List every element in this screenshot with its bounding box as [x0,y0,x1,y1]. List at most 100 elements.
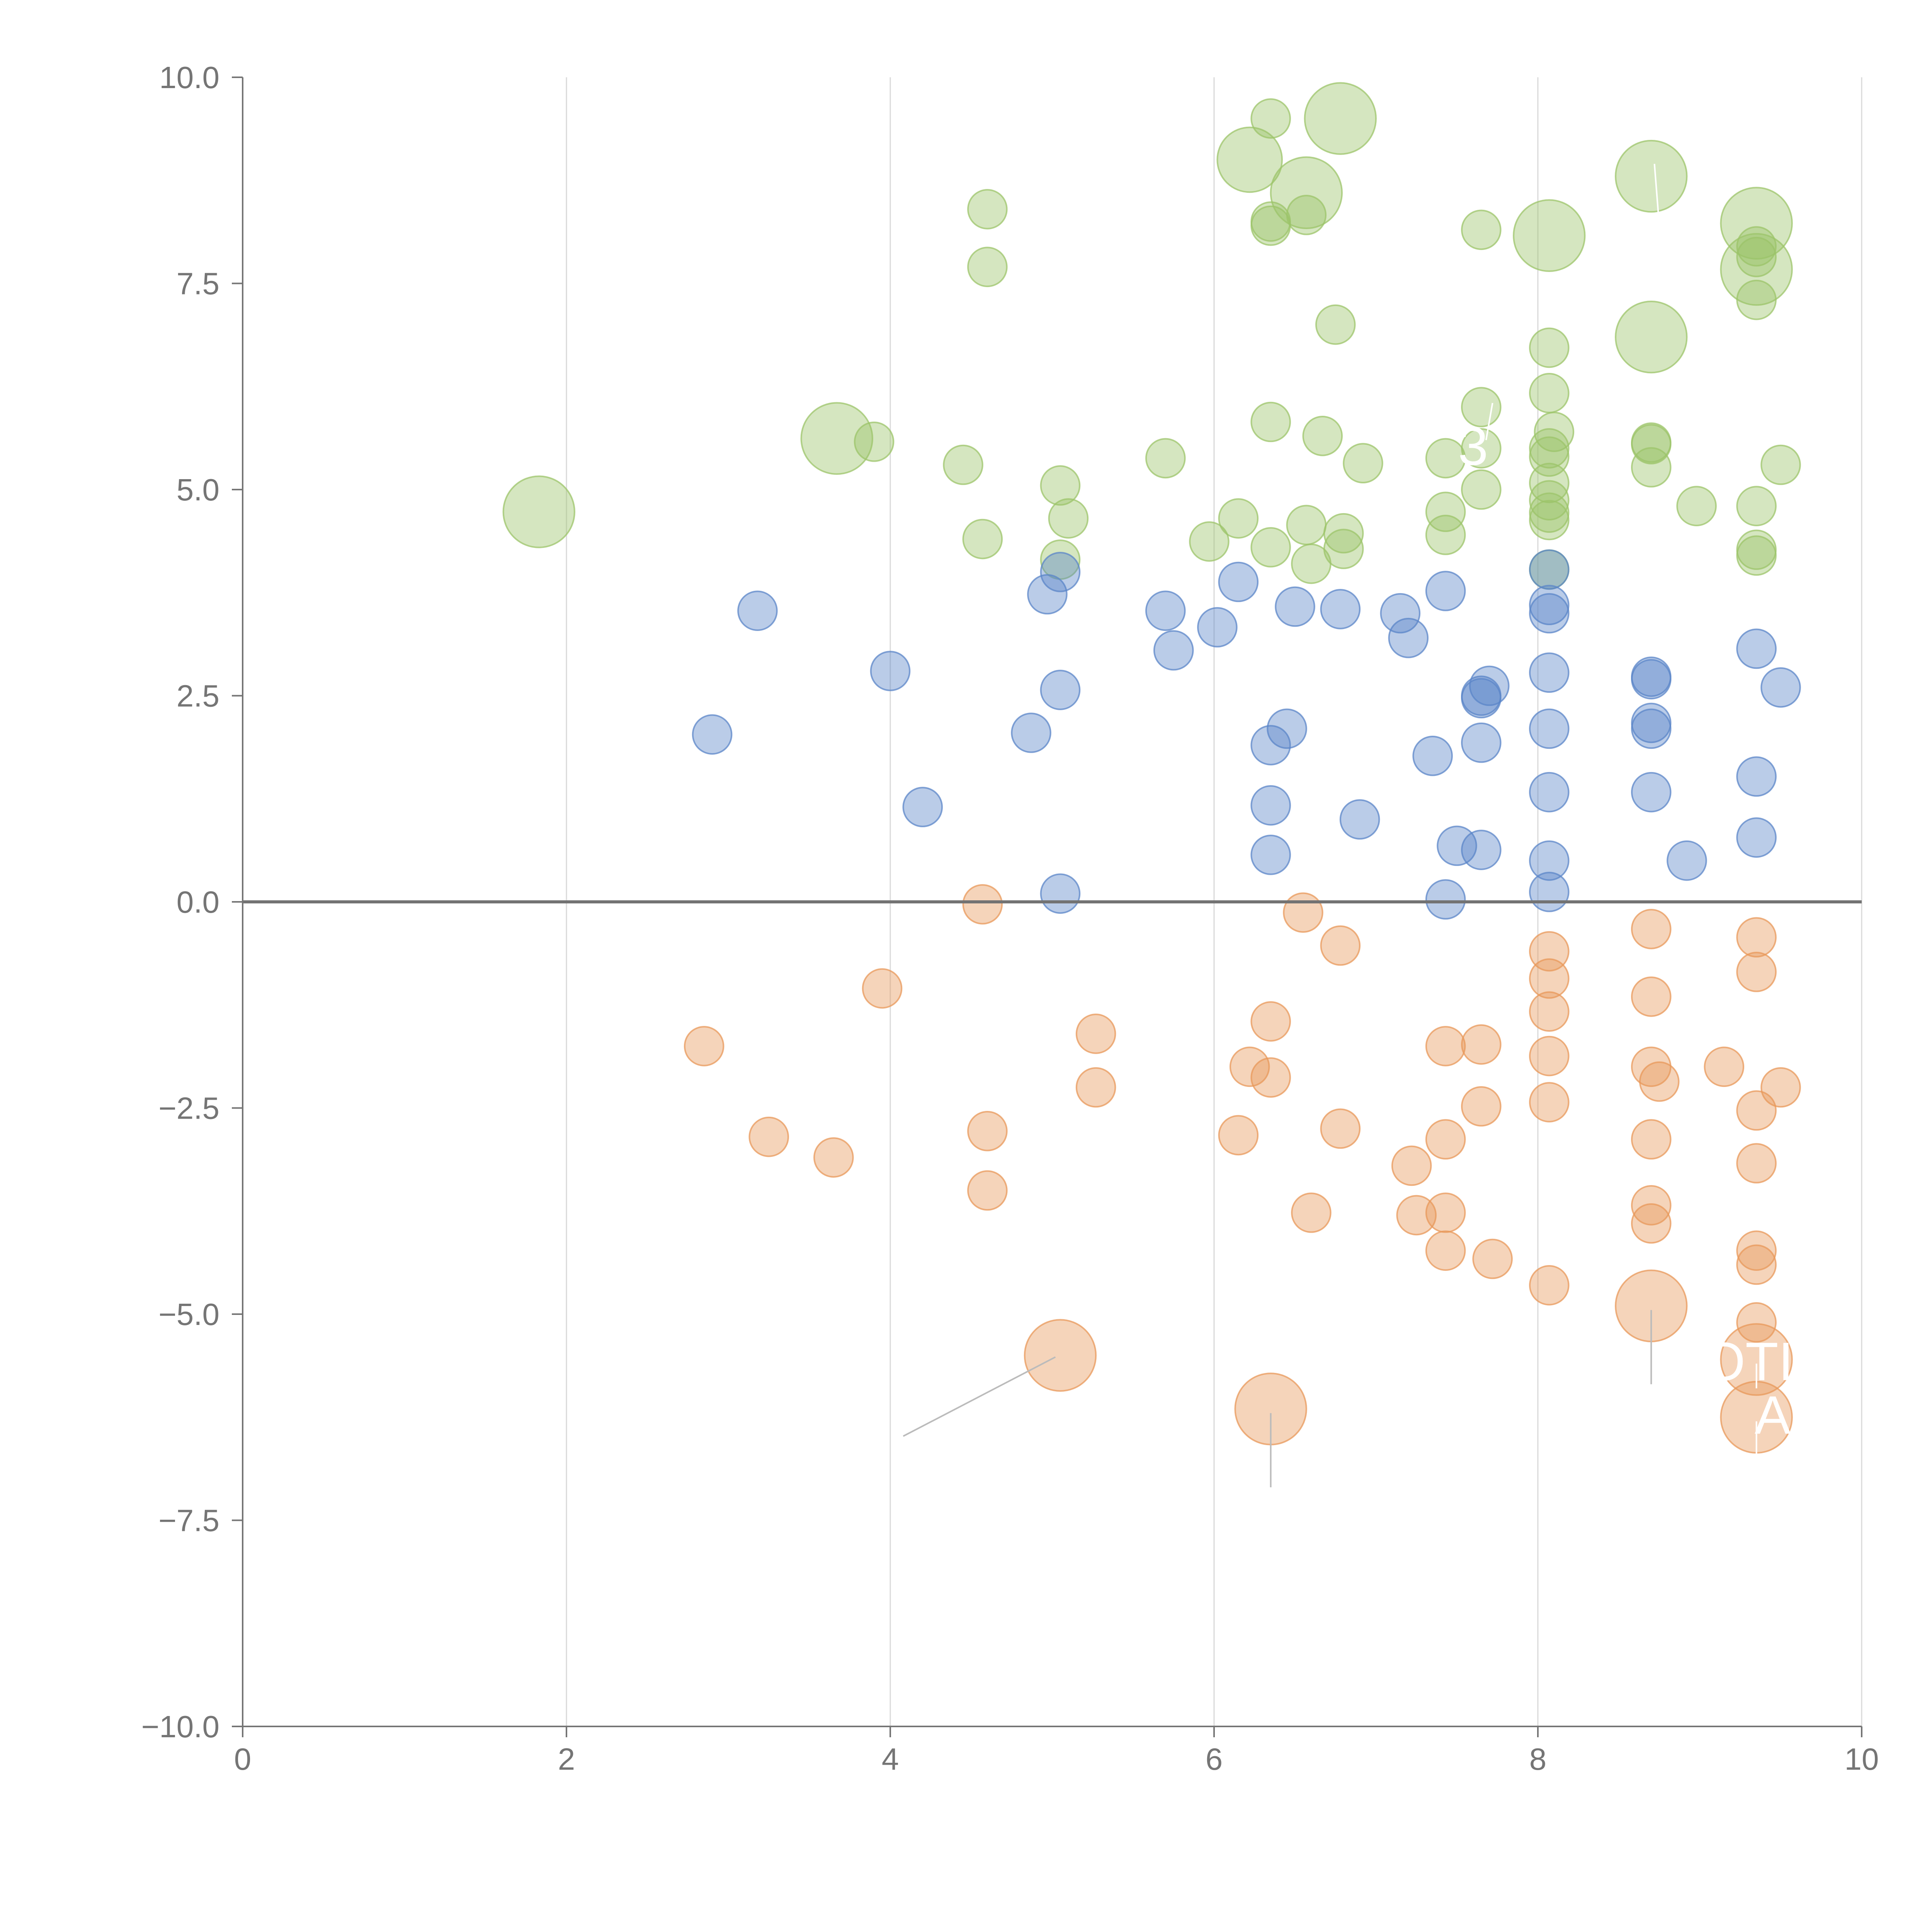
x-tick-label: 6 [1206,1742,1223,1776]
x-tick-label: 0 [234,1742,252,1776]
green-point [1425,515,1466,555]
green-point [1461,469,1502,510]
orange-point [1736,952,1777,992]
orange-point [1631,1119,1672,1160]
orange-point [684,1026,724,1066]
orange-point [1425,1192,1466,1233]
blue-point [1461,830,1502,870]
orange-point [1704,1046,1745,1087]
green-point [1529,500,1570,541]
y-tick-label: 0.0 [177,885,219,919]
green-point [1736,529,1777,570]
blue-point [1250,785,1291,826]
green-point [1323,513,1364,554]
blue-point [1631,659,1672,700]
orange-point [1529,1082,1570,1122]
green-point [1529,463,1570,503]
blue-point [1529,708,1570,749]
x-tick-label: 2 [558,1742,575,1776]
blue-point [1040,873,1081,914]
green-point [967,247,1008,287]
green-point [800,402,873,475]
annotation-leader-line [1653,163,1660,226]
axes: 0 2 4 6 8 10 −10.0 −7.5 −5.0 −2.5 0.0 2.5 5.0 7.5 10.0 [141,60,1879,1776]
orange-point [1461,1086,1502,1127]
orange-point [1024,1319,1097,1392]
green-point [1250,98,1291,139]
blue-point [902,787,943,827]
blue-point [870,651,911,691]
blue-point [1529,872,1570,912]
green-point [1534,412,1575,452]
green-point [1615,139,1688,213]
orange-point [1229,1046,1270,1087]
green-point [1040,465,1081,506]
green-point [1302,416,1343,456]
blue-point [1529,840,1570,881]
orange-point [1631,1185,1672,1226]
blue-point [1667,840,1707,881]
green-point [1736,226,1777,267]
green-point [1323,529,1364,569]
orange-point [1425,1230,1466,1271]
blue-point [1011,713,1051,753]
orange-point [1631,1203,1672,1244]
blue-point [1529,772,1570,813]
green-point [1189,521,1230,562]
orange-point [1320,925,1361,966]
y-tick-label: 7.5 [177,267,219,301]
green-point [1513,199,1586,272]
blue-point [1380,593,1421,634]
annotation-leader-line [903,1356,1056,1437]
y-tick-label: 2.5 [177,679,219,713]
green-point [1286,505,1327,546]
orange-point [1736,1244,1777,1285]
y-tick-label: −7.5 [158,1503,219,1538]
orange-point [1218,1115,1259,1156]
blue-point [1736,628,1777,669]
green-point [1461,428,1502,469]
blue-point [1388,617,1429,658]
green-point [1736,236,1777,277]
orange-point [1529,1036,1570,1077]
green-point [1250,401,1291,442]
orange-point [1736,917,1777,958]
blue-point [1275,586,1315,627]
orange-point [1425,1026,1466,1066]
orange-point [1736,1143,1777,1184]
orange-point [967,1111,1008,1151]
green-point [1250,527,1291,568]
green-point [1631,447,1672,488]
blue-point [1339,799,1380,840]
green-point [1529,327,1570,368]
orange-point [1425,1119,1466,1160]
blue-point [1218,561,1259,602]
blue-point [1631,708,1672,749]
x-tick-label: 10 [1845,1742,1879,1776]
blue-point [1736,817,1777,858]
orange-point [1396,1195,1437,1236]
blue-point [1145,590,1186,631]
orange-point [1075,1014,1116,1054]
green-point [1218,498,1259,539]
green-point [1676,486,1717,526]
blue-point [1425,879,1466,920]
orange-point [1529,958,1570,999]
blue-point [1250,725,1291,765]
green-point [1615,301,1688,374]
green-point [1736,535,1777,576]
green-point [1216,126,1283,193]
blue-point [1529,652,1570,693]
orange-point [1250,1001,1291,1042]
blue-point [1412,736,1453,776]
green-point [1720,233,1793,306]
green-point [1736,486,1777,526]
blue-point [1250,835,1291,875]
orange-point [967,1170,1008,1211]
blue-point [1197,607,1238,648]
orange-point [1250,1057,1291,1098]
orange-point [1631,909,1672,949]
annotation-label: 3 [1458,416,1488,476]
